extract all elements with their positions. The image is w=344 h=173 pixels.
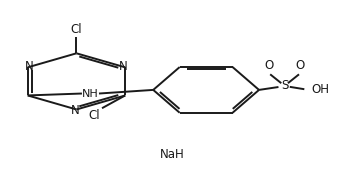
Text: Cl: Cl: [71, 23, 82, 36]
Text: OH: OH: [311, 83, 329, 96]
Text: S: S: [281, 79, 288, 92]
Text: N: N: [71, 104, 79, 117]
Text: NaH: NaH: [160, 148, 184, 161]
Text: N: N: [25, 60, 34, 73]
Text: Cl: Cl: [89, 109, 100, 122]
Text: NH: NH: [82, 89, 99, 98]
Text: O: O: [295, 58, 304, 71]
Text: N: N: [119, 60, 128, 73]
Text: O: O: [265, 58, 274, 71]
